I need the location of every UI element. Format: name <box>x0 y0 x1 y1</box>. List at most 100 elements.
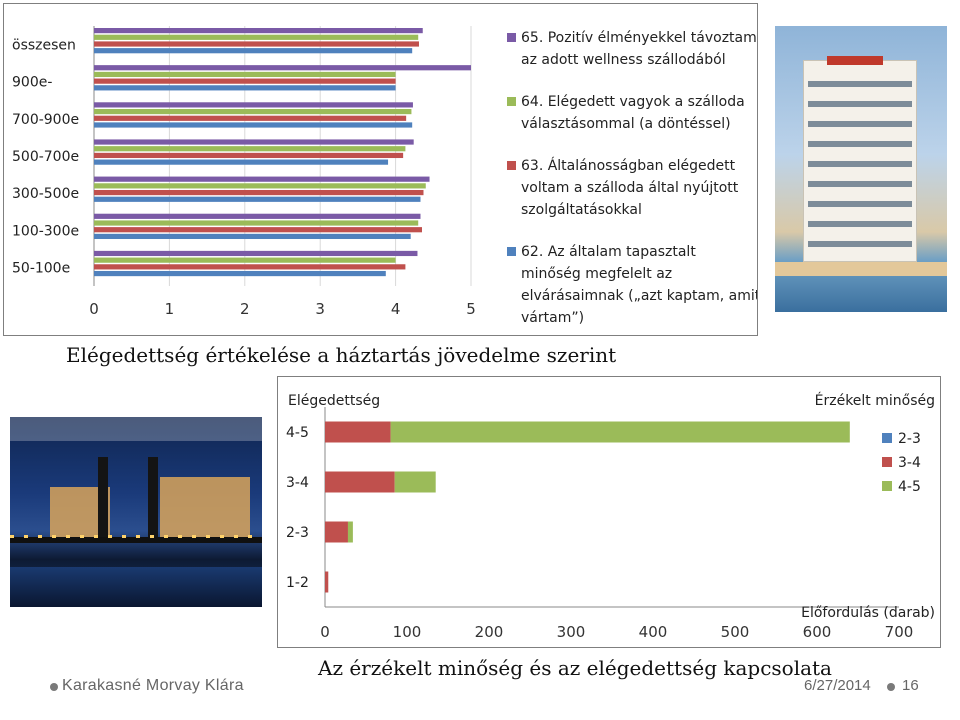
chart1-legend-label-1-0: 64. Elégedett vagyok a szálloda <box>521 94 745 110</box>
chart2-bar-2-2 <box>347 521 353 543</box>
chart1-svg: 0 1 2 3 4 5 összesen 900e- 700-900e 500-700e 300-5… <box>12 26 761 326</box>
chart1-bar-2-2 <box>94 115 407 121</box>
chart1-category-label-6: 50-100e <box>12 260 70 276</box>
chart1-bar-2-0 <box>94 102 413 108</box>
chart1-bar-1-3 <box>94 85 396 91</box>
chart1-bar-4-1 <box>94 183 426 189</box>
chart2-legend-swatch-1 <box>882 457 892 467</box>
chart2-x-tick-2: 200 <box>475 623 504 641</box>
chart1-bar-3-0 <box>94 139 414 145</box>
chart2-x-tick-1: 100 <box>393 623 422 641</box>
bridge-photo-banner <box>10 417 262 441</box>
bridge-water <box>10 567 262 607</box>
chart2-bar-2-1 <box>325 521 348 543</box>
chart1-bar-5-1 <box>94 220 419 226</box>
chart1-x-tick-1: 1 <box>165 300 175 318</box>
chart2-x-tick-5: 500 <box>721 623 750 641</box>
chart1-legend-swatch-2 <box>507 161 516 170</box>
chart1-x-tick-2: 2 <box>240 300 250 318</box>
chart2-panel: 0 100 200 300 400 500 600 700 4-5 3-4 2-3 1-2 Eléged… <box>277 376 941 648</box>
chart1-category-label-3: 500-700e <box>12 149 79 165</box>
footer-bullet-left <box>50 683 58 691</box>
chart1-legend-label-3-3: vártam”) <box>521 310 584 326</box>
chart1-bar-4-3 <box>94 196 421 202</box>
chart1-bar-1-1 <box>94 71 396 78</box>
chart2-bar-1-2 <box>394 471 436 493</box>
chart2-svg: 0 100 200 300 400 500 600 700 4-5 3-4 2-3 1-2 Eléged… <box>286 392 935 641</box>
chart1-x-tick-0: 0 <box>89 300 99 318</box>
chart1-bar-5-0 <box>94 213 421 219</box>
chart1-legend-label-2-2: szolgáltatásokkal <box>521 202 642 218</box>
chart1-bar-5-3 <box>94 233 411 240</box>
chart2-legend-title: Érzékelt minőség <box>815 392 935 409</box>
chart2-legend-label-0: 2-3 <box>898 431 921 447</box>
chart2-legend-swatch-0 <box>882 433 892 443</box>
chart1-x-tick-3: 3 <box>315 300 325 318</box>
chart1-bar-0-3 <box>94 48 413 54</box>
chart2-category-label-2: 2-3 <box>286 525 309 541</box>
chart2-caption: Az érzékelt minőség és az elégedettség k… <box>318 656 832 680</box>
chart1-bar-3-2 <box>94 152 404 159</box>
chart1-bar-6-2 <box>94 264 406 270</box>
hotel-sign-shape <box>827 56 883 65</box>
chart1-legend-label-0-0: 65. Pozitív élményekkel távoztam <box>521 30 757 46</box>
chart2-x-tick-6: 600 <box>803 623 832 641</box>
chart1-category-label-5: 100-300e <box>12 223 79 239</box>
chart2-bar-0-1 <box>325 421 391 443</box>
chart1-x-tick-5: 5 <box>466 300 476 318</box>
chart1-category-label-0: összesen <box>12 38 76 54</box>
chart1-bar-1-0 <box>94 65 471 71</box>
hotel-building-shape <box>803 60 917 262</box>
chart1-bar-6-1 <box>94 257 396 263</box>
footer-date: 6/27/2014 <box>804 677 871 694</box>
chart1-legend-label-3-2: elvárásaimnak („azt kaptam, amit <box>521 288 757 304</box>
chart1-legend-label-0-1: az adott wellness szállodából <box>521 52 726 68</box>
chart1-legend-swatch-1 <box>507 97 516 106</box>
chart1-legend-label-2-1: voltam a szálloda által nyújtott <box>521 180 739 196</box>
chart1-legend-label-3-1: minőség megfelelt az <box>521 266 672 282</box>
chart1-legend-label-3-0: 62. Az általam tapasztalt <box>521 244 696 260</box>
chart2-x-tick-7: 700 <box>885 623 914 641</box>
chart1-bar-4-0 <box>94 176 430 182</box>
chart1-bar-0-0 <box>94 28 423 34</box>
chart2-category-label-1: 3-4 <box>286 475 309 491</box>
chart1-bar-2-1 <box>94 108 412 115</box>
chart1-bar-1-2 <box>94 78 396 84</box>
hotel-photo <box>775 26 947 312</box>
chart1-bar-4-2 <box>94 189 424 196</box>
chart1-panel: 0 1 2 3 4 5 összesen 900e- 700-900e 500-700e 300-5… <box>3 3 761 336</box>
chart2-x-tick-4: 400 <box>639 623 668 641</box>
chart1-category-label-4: 300-500e <box>12 186 79 202</box>
bridge-tower-right <box>148 457 158 537</box>
chart2-category-label-0: 4-5 <box>286 425 309 441</box>
bridge-deck <box>10 537 262 543</box>
chart1-category-label-2: 700-900e <box>12 112 79 128</box>
footer-page-number: 16 <box>902 677 919 694</box>
chart1-bar-5-2 <box>94 227 422 233</box>
chart2-x-tick-3: 300 <box>557 623 586 641</box>
chart1-bar-0-2 <box>94 41 419 47</box>
chart1-x-tick-4: 4 <box>391 300 401 318</box>
chart1-bar-2-3 <box>94 122 413 128</box>
chart2-legend-label-1: 3-4 <box>898 455 921 471</box>
chart1-legend-swatch-3 <box>507 247 516 256</box>
chart1-legend-label-1-1: választásommal (a döntéssel) <box>521 116 731 132</box>
chart2-x-axis-label: Előfordulás (darab) <box>801 605 935 621</box>
chart1-bar-6-3 <box>94 270 386 277</box>
chart2-bar-0-2 <box>390 421 850 443</box>
chart2-legend-swatch-2 <box>882 481 892 491</box>
chart2-y-axis-label: Elégedettség <box>288 393 380 409</box>
bridge-lights <box>10 535 262 538</box>
bridge-tower-left <box>98 457 108 537</box>
chart2-bar-1-1 <box>325 471 395 493</box>
hotel-beach-shape <box>775 262 947 276</box>
footer-author: Karakasné Morvay Klára <box>62 677 244 694</box>
bridge-photo <box>10 417 262 607</box>
chart1-caption: Elégedettség értékelése a háztartás jöve… <box>66 343 617 367</box>
chart2-x-tick-0: 0 <box>320 623 330 641</box>
chart1-bar-6-0 <box>94 250 418 257</box>
chart1-category-label-1: 900e- <box>12 75 52 91</box>
chart2-category-label-3: 1-2 <box>286 575 309 591</box>
chart1-bar-3-1 <box>94 146 406 152</box>
footer-bullet-right <box>887 683 895 691</box>
